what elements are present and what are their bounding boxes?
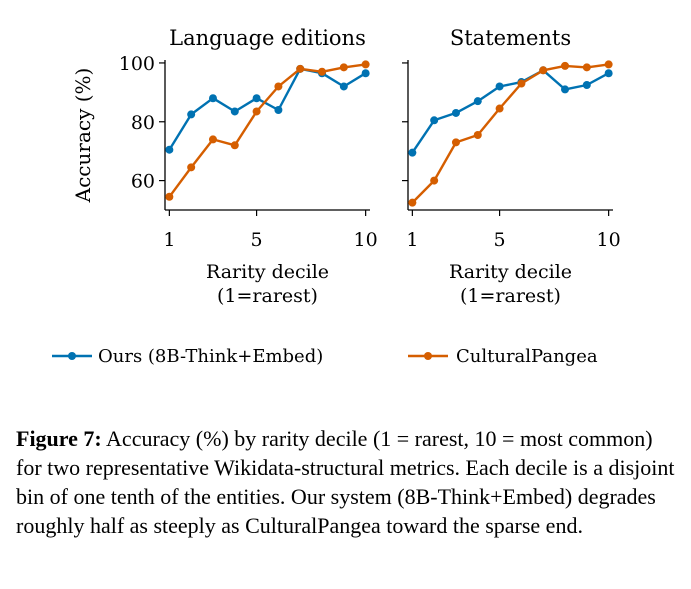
data-point [165, 192, 174, 201]
legend-marker [68, 352, 76, 360]
series-line-culturalpangea [168, 63, 366, 198]
legend-label: Ours (8B-Think+Embed) [98, 346, 323, 367]
legend-marker [424, 352, 432, 360]
panel-title-2: Statements [450, 26, 571, 50]
x-axis-label-1: (1=rarest) [217, 285, 318, 307]
data-point [252, 94, 261, 103]
data-point [187, 110, 196, 119]
figure-caption: Figure 7: Accuracy (%) by rarity decile … [16, 424, 680, 540]
data-point [604, 60, 613, 69]
y-axis-label: Accuracy (%) [71, 68, 95, 204]
data-point [561, 85, 570, 94]
series-line-culturalpangea [411, 63, 609, 204]
y-tick-label: 100 [119, 53, 155, 75]
data-point [408, 148, 417, 157]
legend-label: CulturalPangea [456, 346, 598, 367]
data-point [274, 106, 283, 114]
data-point [495, 104, 504, 113]
data-point [361, 69, 370, 78]
y-tick-label: 80 [131, 112, 155, 134]
data-point [230, 141, 239, 150]
data-point [408, 198, 417, 207]
figure-plot: Language editions 60 80 100 1 5 10 Rarity decil… [52, 26, 621, 367]
data-point [208, 94, 217, 103]
data-point [430, 176, 439, 185]
data-point [451, 138, 460, 147]
data-point [318, 67, 327, 76]
data-point [539, 66, 548, 75]
x-tick-label: 10 [597, 229, 621, 251]
x-tick-label: 5 [494, 229, 506, 251]
series-line-ours [168, 67, 367, 151]
caption-text: Accuracy (%) by rarity decile (1 = rares… [16, 426, 675, 538]
data-point [604, 69, 613, 78]
x-axis-label-1: Rarity decile [206, 261, 329, 283]
panel-title-1: Language editions [169, 26, 366, 50]
caption-label: Figure 7: [16, 426, 102, 451]
data-point [582, 81, 591, 89]
data-point [561, 61, 570, 70]
data-point [495, 82, 504, 91]
data-point [517, 79, 526, 88]
y-tick-label: 60 [131, 171, 155, 193]
data-point [339, 82, 348, 91]
data-point [473, 97, 482, 106]
x-axis-label-2: (1=rarest) [460, 285, 561, 307]
x-axis-label-2: Rarity decile [449, 261, 572, 283]
data-point [582, 63, 591, 72]
data-point [165, 145, 174, 154]
x-tick-label: 1 [163, 229, 175, 251]
data-point [451, 108, 460, 117]
x-tick-label: 5 [251, 229, 263, 251]
data-point [187, 163, 196, 172]
data-point [430, 116, 439, 125]
data-point [361, 60, 370, 69]
data-point [339, 63, 348, 72]
data-point [230, 107, 239, 116]
series-line-ours [411, 69, 610, 154]
data-point [296, 64, 305, 73]
data-point [252, 107, 261, 116]
x-tick-label: 1 [406, 229, 418, 251]
data-point [208, 135, 217, 144]
data-point [274, 82, 283, 91]
x-tick-label: 10 [354, 229, 378, 251]
data-point [473, 131, 482, 139]
